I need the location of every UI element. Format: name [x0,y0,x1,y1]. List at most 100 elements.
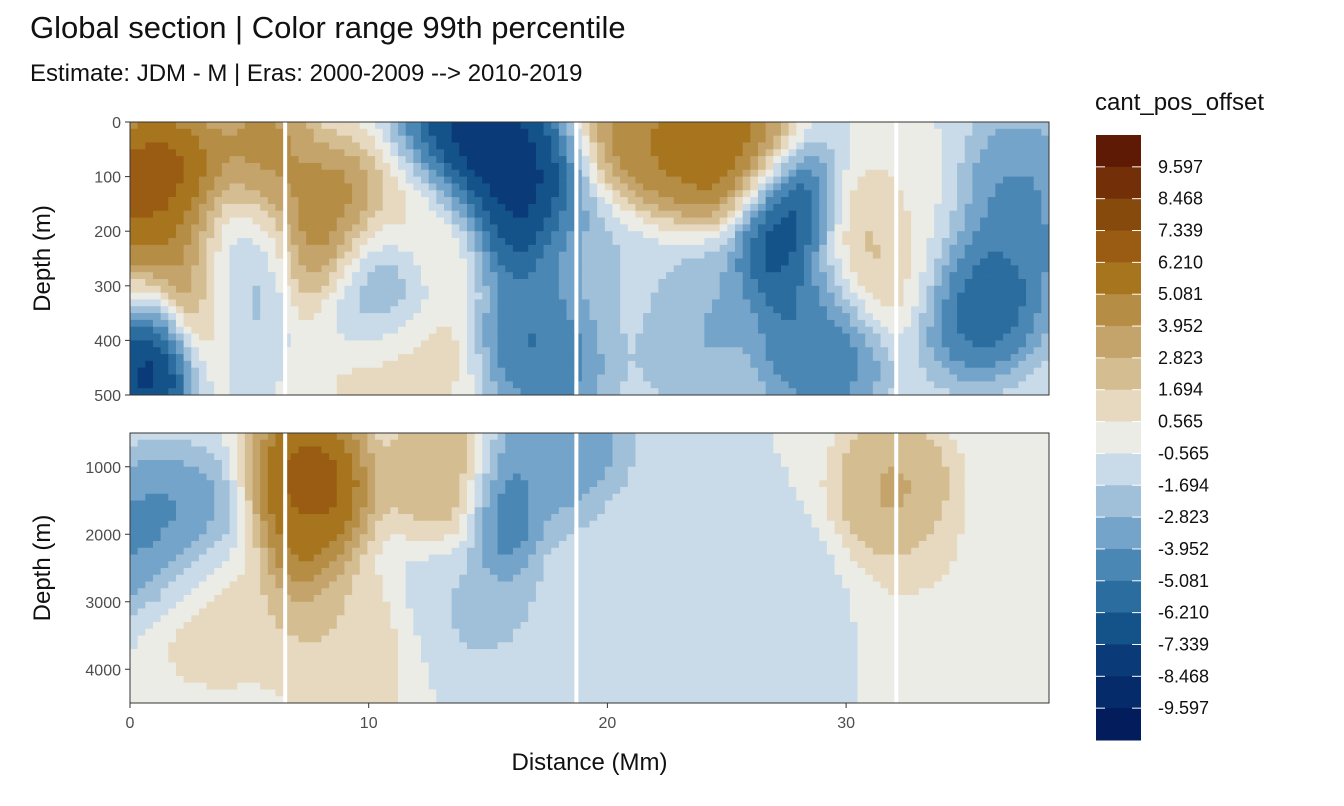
heatmap-cell [773,292,782,301]
heatmap-cell [390,210,399,219]
heatmap-cell [482,203,491,212]
heatmap-cell [145,466,154,475]
heatmap-cell [650,340,660,348]
heatmap-cell [551,183,560,191]
heatmap-cell [237,231,246,239]
heatmap-cell [260,292,269,301]
heatmap-cell [512,244,522,253]
heatmap-cell [949,135,958,144]
heatmap-cell [581,156,591,164]
heatmap-cell [237,367,246,376]
heatmap-cell [352,162,361,171]
heatmap-cell [612,142,621,150]
heatmap-cell [405,360,414,369]
heatmap-cell [581,169,591,178]
heatmap-cell [244,217,254,225]
heatmap-cell [643,169,652,178]
heatmap-cell [696,122,705,130]
heatmap-cell [842,197,851,205]
heatmap-cell [482,354,491,362]
heatmap-cell [650,156,660,164]
heatmap-cell [635,128,644,137]
heatmap-cell [260,142,269,150]
heatmap-cell [152,581,162,589]
heatmap-cell [1041,149,1049,157]
heatmap-cell [329,367,338,376]
heatmap-cell [130,676,139,684]
heatmap-cell [145,122,154,130]
heatmap-cell [857,169,866,178]
heatmap-cell [796,292,805,301]
heatmap-cell [175,265,185,273]
heatmap-field-lower [130,433,1049,703]
heatmap-cell [857,183,866,191]
heatmap-cell [329,149,338,157]
heatmap-cell [551,272,560,280]
heatmap-cell [428,210,437,219]
heatmap-cell [290,354,300,362]
heatmap-cell [260,149,269,157]
heatmap-cell [275,381,284,389]
heatmap-cell [474,135,483,144]
heatmap-cell [980,360,989,369]
heatmap-cell [229,347,238,355]
heatmap-cell [635,238,644,246]
heatmap-cell [765,128,774,137]
heatmap-cell [1018,203,1027,212]
heatmap-cell [505,347,514,355]
heatmap-cell [160,238,169,246]
heatmap-cell [918,340,928,348]
heatmap-cell [719,319,728,328]
heatmap-cell [283,354,292,362]
heatmap-cell [558,388,568,395]
heatmap-cell [964,190,974,198]
heatmap-cell [857,299,866,307]
heatmap-cell [313,258,323,266]
heatmap-cell [689,347,698,355]
heatmap-cell [260,135,269,144]
heatmap-cell [796,306,805,314]
heatmap-cell [773,156,782,164]
heatmap-cell [543,374,552,382]
heatmap-cell [375,128,384,137]
heatmap-cell [221,162,231,171]
heatmap-cell [957,299,966,307]
heatmap-cell [528,238,537,246]
heatmap-cell [321,292,330,301]
heatmap-cell [849,197,859,205]
heatmap-cell [130,292,139,301]
heatmap-cell [443,238,453,246]
heatmap-cell [237,142,246,150]
heatmap-cell [727,326,736,335]
heatmap-cell [666,313,675,321]
heatmap-cell [443,374,453,382]
heatmap-cell [520,272,529,280]
heatmap-cell [344,272,353,280]
heatmap-cell [826,306,836,314]
heatmap-cell [842,224,851,232]
heatmap-cell [390,313,399,321]
heatmap-cell [650,388,660,395]
heatmap-cell [390,128,399,137]
heatmap-cell [137,574,146,583]
heatmap-cell [1018,169,1027,178]
heatmap-cell [964,156,974,164]
heatmap-cell [191,326,200,335]
heatmap-cell [643,313,652,321]
heatmap-cell [558,183,568,191]
heatmap-cell [811,272,820,280]
heatmap-cell [375,326,384,335]
heatmap-cell [413,183,422,191]
heatmap-cell [857,156,866,164]
heatmap-cell [926,190,935,198]
heatmap-cell [221,210,231,219]
heatmap-cell [666,326,675,335]
heatmap-cell [880,381,889,389]
heatmap-cell [206,238,215,246]
heatmap-cell [428,224,437,232]
heatmap-cell [727,169,736,178]
heatmap-cell [888,388,897,395]
heatmap-cell [375,224,384,232]
heatmap-cell [137,615,146,623]
heatmap-cell [497,326,506,335]
